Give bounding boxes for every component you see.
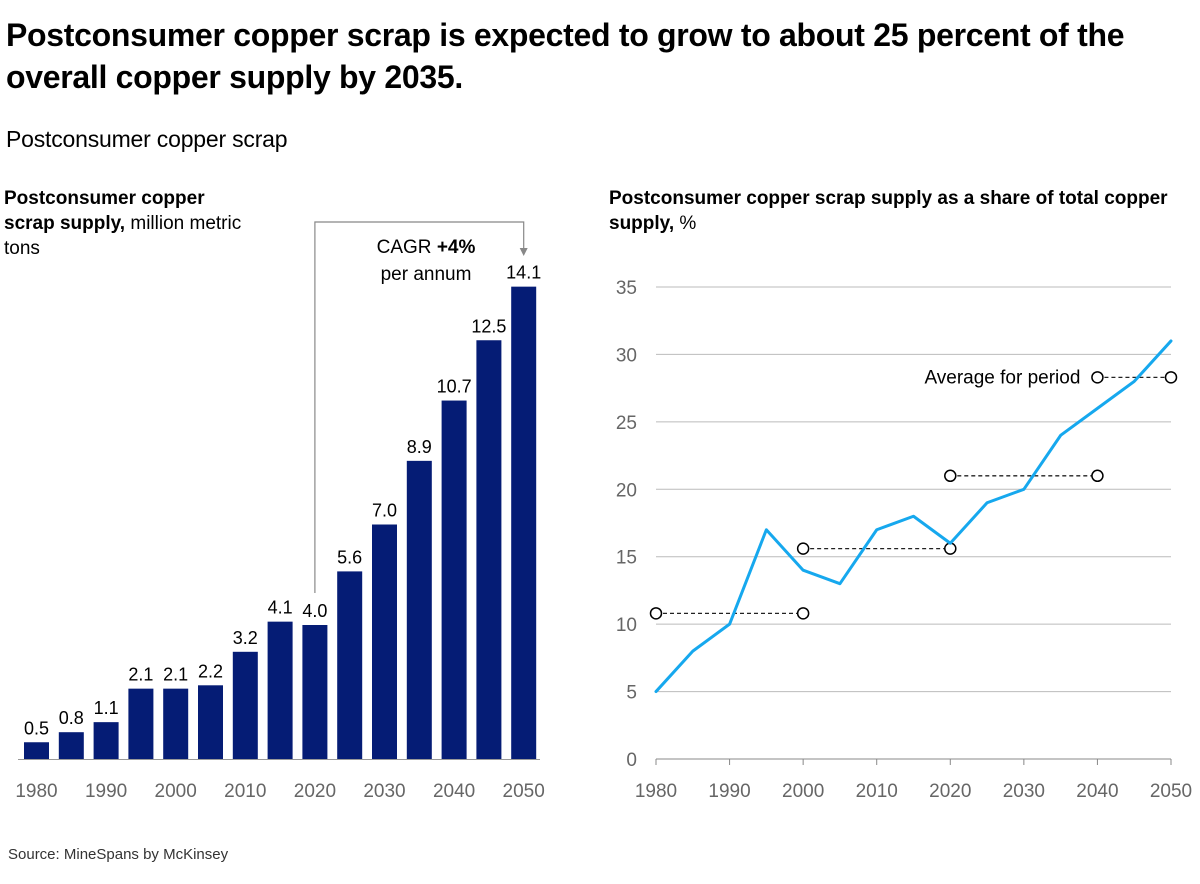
line-chart-title-bold: Postconsumer copper scrap supply as a sh…: [609, 188, 1168, 234]
bar-x-tick-label: 2010: [224, 781, 266, 802]
line-chart-title: Postconsumer copper scrap supply as a sh…: [609, 186, 1169, 236]
subhead: Postconsumer copper scrap: [6, 126, 288, 152]
bar-value-label-2050: 14.1: [506, 263, 541, 283]
line-y-tick-label: 15: [616, 548, 637, 569]
line-y-tick-label: 30: [616, 345, 637, 366]
cagr-period-label: per annum: [381, 264, 472, 285]
bar-2030: [372, 524, 397, 759]
bar-x-tick-label: 2050: [503, 781, 545, 802]
line-y-tick-label: 10: [616, 615, 637, 636]
period-average-marker-start: [649, 607, 663, 620]
line-chart: 0 5 10 15 20 25 30 35 1980 1990 2000 2010 2020 2030 20…: [616, 278, 1192, 802]
line-x-tick-label: 2020: [929, 781, 971, 802]
bar-value-label-2005: 2.2: [198, 661, 223, 681]
bar-value-label-2020: 4.0: [302, 601, 327, 621]
period-average-marker-end: [1164, 371, 1178, 384]
bar-value-label-2035: 8.9: [407, 437, 432, 457]
scrap-share-line: [654, 339, 1173, 694]
line-y-tick-label: 0: [626, 750, 637, 771]
period-average-marker-end: [1091, 469, 1104, 483]
period-average-marker-start: [796, 542, 810, 555]
bar-2035: [406, 460, 432, 759]
bar-2050: [511, 286, 537, 759]
line-x-tick-label: 2030: [1003, 781, 1045, 802]
cagr-value: +4%: [437, 237, 476, 258]
bar-value-label-1995: 2.1: [128, 665, 153, 685]
cagr-label-prefix: CAGR: [377, 237, 437, 258]
bar-2025: [337, 571, 363, 759]
period-average-marker-start: [1091, 371, 1104, 384]
line-x-tick-label: 1990: [708, 781, 750, 802]
bar-1990: [93, 722, 119, 759]
bar-value-label-1990: 1.1: [94, 698, 119, 718]
line-chart-title-unit: %: [679, 213, 697, 234]
line-x-tick-label: 2010: [856, 781, 898, 802]
bar-1985: [58, 732, 84, 759]
line-x-tick-label: 2040: [1076, 781, 1118, 802]
bar-value-label-2045: 12.5: [471, 316, 506, 336]
cagr-arrow-icon: [519, 248, 528, 256]
bar-x-tick-label: 2020: [294, 781, 336, 802]
bar-2010: [232, 651, 258, 759]
bar-2045: [476, 340, 502, 759]
bar-chart: 0.5 0.8 1.1 2.1 2.1 2.2 3.2 4.1 4.0 5.6 7.0 8.9 10.7…: [15, 221, 545, 802]
line-x-tick-label: 2000: [782, 781, 824, 802]
period-average-marker-end: [944, 542, 957, 555]
bar-x-tick-label: 2030: [363, 781, 405, 802]
bar-x-tick-label: 2040: [433, 781, 475, 802]
bar-value-label-1985: 0.8: [59, 708, 84, 728]
bar-value-label-2040: 10.7: [437, 377, 472, 397]
cagr-label: CAGR +4%: [377, 237, 476, 258]
cagr-bracket-line: [314, 221, 525, 593]
bar-value-label-2000: 2.1: [163, 665, 188, 685]
bar-value-label-1980: 0.5: [24, 718, 49, 738]
bar-2015: [267, 621, 293, 759]
period-average-marker-start: [944, 469, 957, 483]
bar-chart-title-bold: Postconsumer copper scrap supply,: [4, 188, 205, 234]
average-for-period-label: Average for period: [924, 367, 1080, 388]
line-y-tick-label: 35: [616, 278, 637, 299]
bar-value-label-2025: 5.6: [337, 547, 362, 567]
period-average-marker-end: [796, 607, 810, 620]
line-x-tick-label: 1980: [635, 781, 677, 802]
headline: Postconsumer copper scrap is expected to…: [6, 17, 1125, 95]
bar-2005: [198, 685, 223, 759]
source-note: Source: MineSpans by McKinsey: [8, 846, 229, 863]
bar-x-tick-label: 1990: [85, 781, 127, 802]
bar-value-label-2010: 3.2: [233, 628, 258, 648]
bar-2000: [163, 688, 189, 759]
bar-chart-title: Postconsumer copper scrap supply, millio…: [4, 186, 254, 261]
bar-1995: [128, 688, 154, 759]
bar-x-tick-label: 2000: [155, 781, 197, 802]
bar-chart-title-unit: million metric tons: [4, 213, 242, 259]
line-y-tick-label: 20: [616, 480, 637, 501]
bar-2040: [441, 400, 467, 759]
bar-value-label-2030: 7.0: [372, 501, 397, 521]
line-x-tick-label: 2050: [1150, 781, 1192, 802]
line-y-tick-label: 25: [616, 413, 637, 434]
line-y-tick-label: 5: [626, 683, 637, 704]
bar-x-tick-label: 1980: [15, 781, 57, 802]
bar-2020: [302, 625, 328, 759]
bar-1980: [24, 742, 49, 759]
bar-value-label-2015: 4.1: [268, 598, 293, 618]
